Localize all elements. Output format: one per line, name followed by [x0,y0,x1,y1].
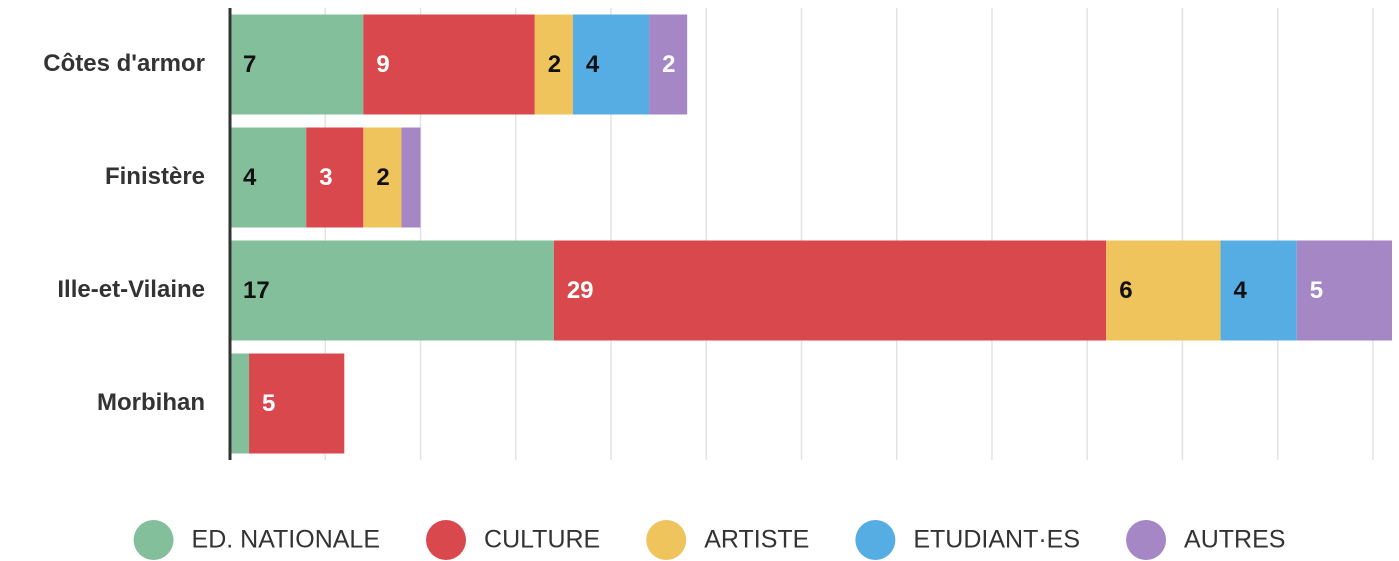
data-label: 29 [567,277,594,304]
data-label: 17 [243,277,270,304]
bar-segment [363,14,535,115]
data-label: 6 [1119,277,1132,304]
data-label: 2 [548,51,561,78]
bar-segment [1220,240,1297,341]
category-label: Ille-et-Vilaine [57,276,205,303]
data-label: 2 [376,164,389,191]
legend-marker [133,520,174,560]
bar-segment [230,14,364,115]
legend-marker [426,520,467,560]
category-label: Morbihan [97,389,205,416]
data-label: 2 [662,51,675,78]
data-label: 7 [243,51,256,78]
bar-segment [249,353,345,454]
bar-segment [572,14,650,115]
legend-marker [855,520,896,560]
data-label: 4 [243,164,257,191]
data-label: 5 [1310,277,1323,304]
legend-marker [646,520,687,560]
legend-label: ETUDIANT·ES [913,526,1080,554]
bar-segment [1296,240,1392,341]
data-label: 3 [319,164,332,191]
data-label: 5 [262,390,275,417]
legend-label: AUTRES [1184,526,1285,554]
bar-segment [230,353,250,454]
category-label: Côtes d'armor [43,50,205,77]
bar-segment [401,127,421,228]
data-label: 4 [1234,277,1248,304]
data-label: 4 [586,51,600,78]
legend-marker [1126,520,1167,560]
bar-segment [553,240,1107,341]
bar-segment [306,127,364,228]
data-label: 9 [376,51,389,78]
bar-segment [1106,240,1221,341]
bar-segment [230,127,307,228]
legend-label: CULTURE [484,526,600,554]
category-label: Finistère [105,163,205,190]
bar-segment [649,14,688,115]
legend-label: ARTISTE [704,526,809,554]
legend-label: ED. NATIONALE [192,526,380,554]
bar-segment [534,14,573,115]
bar-segment [230,240,554,341]
bar-segment [363,127,402,228]
